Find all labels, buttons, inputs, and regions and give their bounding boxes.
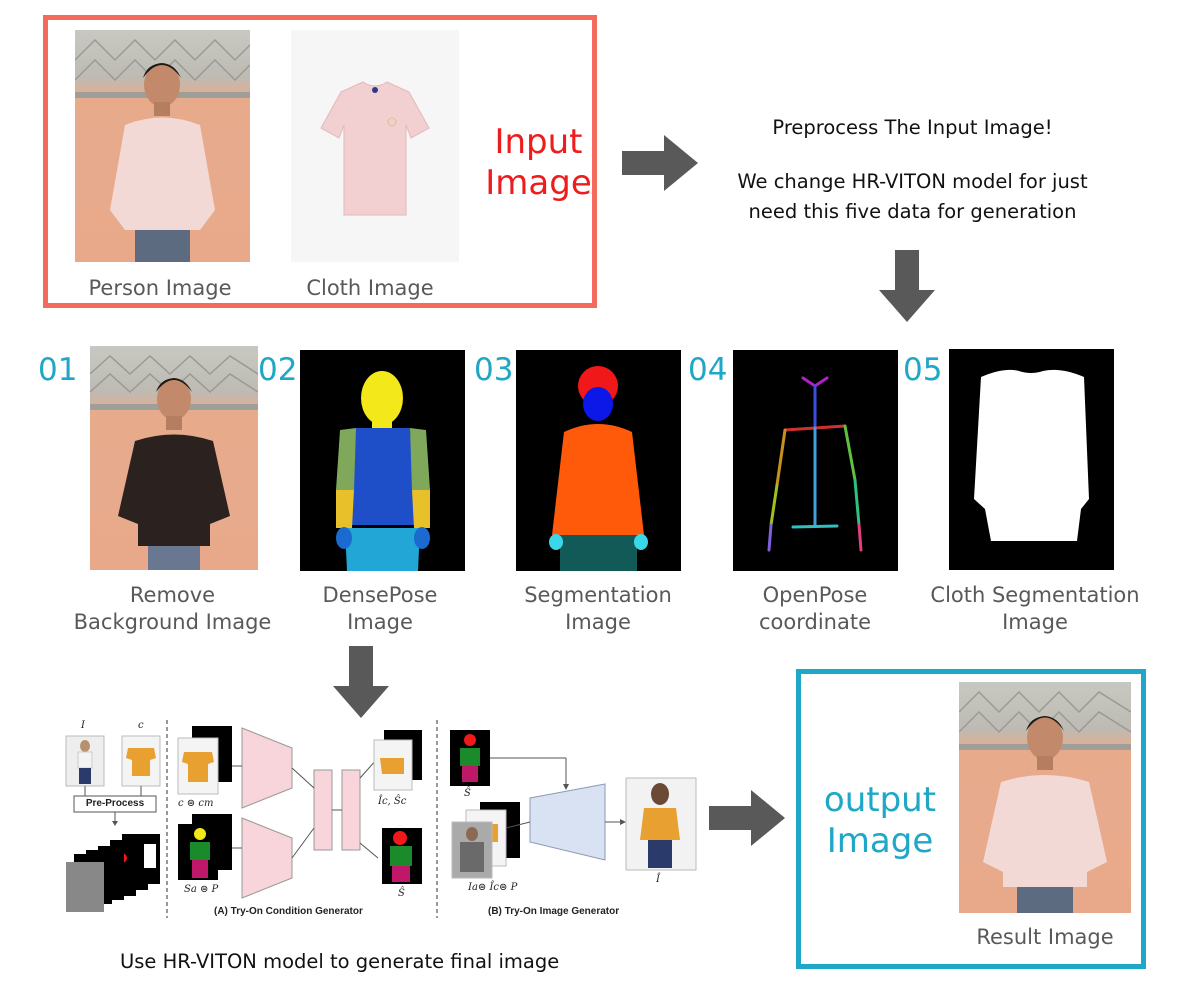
output-image-title: output Image bbox=[810, 780, 950, 862]
preprocess-line2: We change HR-VITON model for just bbox=[737, 170, 1088, 193]
arrow-right-icon bbox=[709, 790, 785, 846]
preprocess-line3: need this five data for generation bbox=[748, 200, 1077, 223]
input-title-line2: Image bbox=[485, 163, 592, 203]
step-caption-01: Remove Background Image bbox=[60, 582, 285, 636]
step-caption-02-line2: Image bbox=[347, 610, 413, 634]
openpose-image bbox=[733, 350, 898, 571]
label-ic-sc: Îc, Ŝc bbox=[378, 796, 407, 807]
step-caption-05-line1: Cloth Segmentation bbox=[930, 583, 1140, 607]
preprocess-description: Preprocess The Input Image! We change HR… bbox=[690, 113, 1135, 227]
result-image bbox=[959, 682, 1131, 913]
label-cloth-image: c bbox=[138, 720, 144, 731]
label-s-hat-a: Ŝ bbox=[398, 888, 405, 899]
label-c-cm: c ⊜ cm bbox=[178, 798, 214, 809]
step-number-01: 01 bbox=[38, 352, 78, 388]
output-title-line2: Image bbox=[826, 821, 934, 861]
input-image-title: Input Image bbox=[476, 122, 601, 204]
step-number-02: 02 bbox=[258, 352, 298, 388]
step-caption-03-line1: Segmentation bbox=[524, 583, 672, 607]
result-image-caption: Result Image bbox=[976, 925, 1114, 949]
hrviton-diagram: I c Pre-Process c ⊜ cm Sa ⊜ P Îc, Ŝc Ŝ Ŝ… bbox=[60, 718, 700, 928]
step-number-03: 03 bbox=[474, 352, 514, 388]
label-i-hat: Î bbox=[656, 874, 660, 885]
step-number-05: 05 bbox=[903, 352, 943, 388]
step-caption-04: OpenPose coordinate bbox=[725, 582, 905, 636]
label-ia-ic-p: Ia⊜ Îc⊜ P bbox=[468, 882, 518, 893]
output-image-box bbox=[796, 669, 1146, 969]
person-image-caption: Person Image bbox=[88, 276, 232, 300]
step-caption-03-line2: Image bbox=[565, 610, 631, 634]
cloth-image-caption: Cloth Image bbox=[306, 276, 434, 300]
segmentation-image bbox=[516, 350, 681, 571]
arrow-right-icon bbox=[622, 135, 698, 191]
output-title-line1: output bbox=[823, 780, 937, 820]
label-sa-p: Sa ⊜ P bbox=[184, 884, 219, 895]
step-caption-02-line1: DensePose bbox=[322, 583, 438, 607]
arrow-down-icon bbox=[879, 250, 935, 322]
section-b-label: (B) Try-On Image Generator bbox=[488, 906, 620, 917]
step-caption-05: Cloth Segmentation Image bbox=[920, 582, 1150, 636]
input-title-line1: Input bbox=[494, 122, 583, 162]
step-caption-02: DensePose Image bbox=[290, 582, 470, 636]
person-image bbox=[75, 30, 250, 262]
label-person-image: I bbox=[81, 720, 85, 731]
step-number-04: 04 bbox=[688, 352, 728, 388]
step-caption-04-line1: OpenPose bbox=[762, 583, 868, 607]
cloth-segmentation-image bbox=[949, 349, 1114, 570]
label-s-hat-b: Ŝ bbox=[464, 788, 471, 799]
densepose-image bbox=[300, 350, 465, 571]
step-caption-01-line1: Remove bbox=[129, 583, 216, 607]
section-a-label: (A) Try-On Condition Generator bbox=[214, 906, 363, 917]
preprocess-box-label: Pre-Process bbox=[85, 798, 145, 809]
step-caption-03: Segmentation Image bbox=[508, 582, 688, 636]
cloth-image bbox=[291, 30, 459, 262]
step-caption-04-line2: coordinate bbox=[758, 610, 871, 634]
step-caption-01-line2: Background Image bbox=[73, 610, 272, 634]
hrviton-caption: Use HR-VITON model to generate final ima… bbox=[120, 950, 560, 973]
step-caption-05-line2: Image bbox=[1002, 610, 1068, 634]
remove-background-image bbox=[90, 346, 258, 570]
preprocess-line1: Preprocess The Input Image! bbox=[772, 116, 1053, 139]
input-image-box bbox=[43, 15, 597, 308]
arrow-down-icon bbox=[333, 646, 389, 718]
